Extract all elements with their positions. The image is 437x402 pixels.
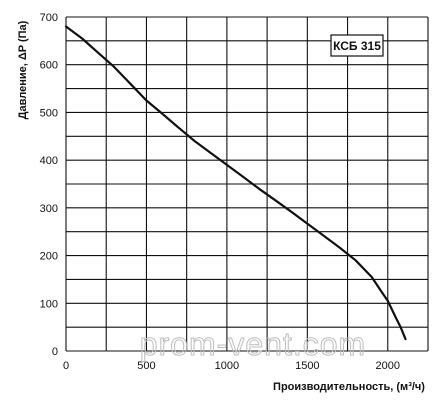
x-axis-label: Производительность, (м³/ч)	[273, 381, 425, 393]
x-tick-label: 0	[63, 360, 69, 372]
y-tick-label: 100	[40, 298, 58, 310]
y-tick-label: 0	[52, 346, 58, 358]
x-tick-label: 2000	[376, 360, 400, 372]
y-tick-label: 700	[40, 12, 58, 24]
y-tick-label: 300	[40, 203, 58, 215]
grid	[65, 16, 429, 352]
y-tick-label: 400	[40, 155, 58, 167]
x-tick-label: 1000	[215, 360, 239, 372]
y-tick-label: 500	[40, 107, 58, 119]
model-badge-box	[330, 34, 384, 57]
y-tick-label: 200	[40, 251, 58, 263]
y-axis-label: Давление, ΔP (Па)	[17, 20, 29, 119]
model-badge: КСБ 315	[333, 39, 381, 53]
y-tick-label: 600	[40, 60, 58, 72]
performance-curve	[64, 25, 407, 341]
x-axis-ticks: 0 500 1000 1500 2000	[63, 360, 400, 372]
x-tick-label: 500	[137, 360, 155, 372]
y-axis-ticks: 0 100 200 300 400 500 600 700	[40, 12, 58, 358]
x-tick-label: 1500	[295, 360, 319, 372]
watermark: prom-vent.com	[140, 326, 366, 362]
